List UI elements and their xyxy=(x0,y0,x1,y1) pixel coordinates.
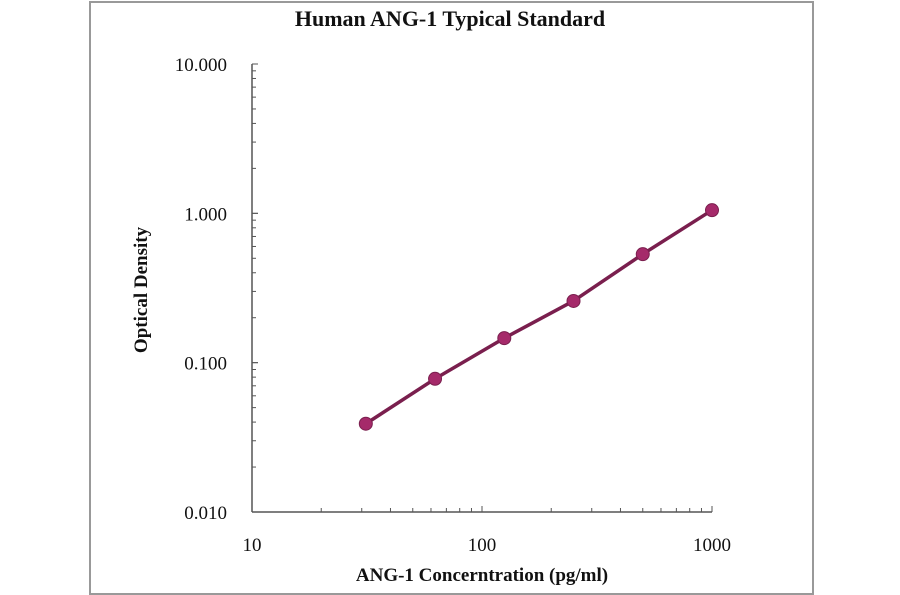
data-point xyxy=(428,371,443,386)
y-tick-label: 10.000 xyxy=(175,55,227,76)
data-point xyxy=(358,416,373,431)
data-point xyxy=(497,331,512,346)
y-tick-label: 1.000 xyxy=(184,204,227,225)
chart-title: Human ANG-1 Typical Standard xyxy=(294,6,606,31)
series-line xyxy=(364,208,713,426)
x-tick-label: 100 xyxy=(468,535,497,556)
y-tick-label: 0.100 xyxy=(184,354,227,375)
data-point xyxy=(566,293,581,308)
x-axis-label: ANG-1 Concerntration (pg/ml) xyxy=(355,565,609,586)
x-tick-label: 1000 xyxy=(693,535,731,556)
data-point xyxy=(705,203,719,218)
x-tick-label: 10 xyxy=(243,535,262,556)
data-point xyxy=(635,247,650,262)
y-tick-label: 0.010 xyxy=(184,503,227,524)
